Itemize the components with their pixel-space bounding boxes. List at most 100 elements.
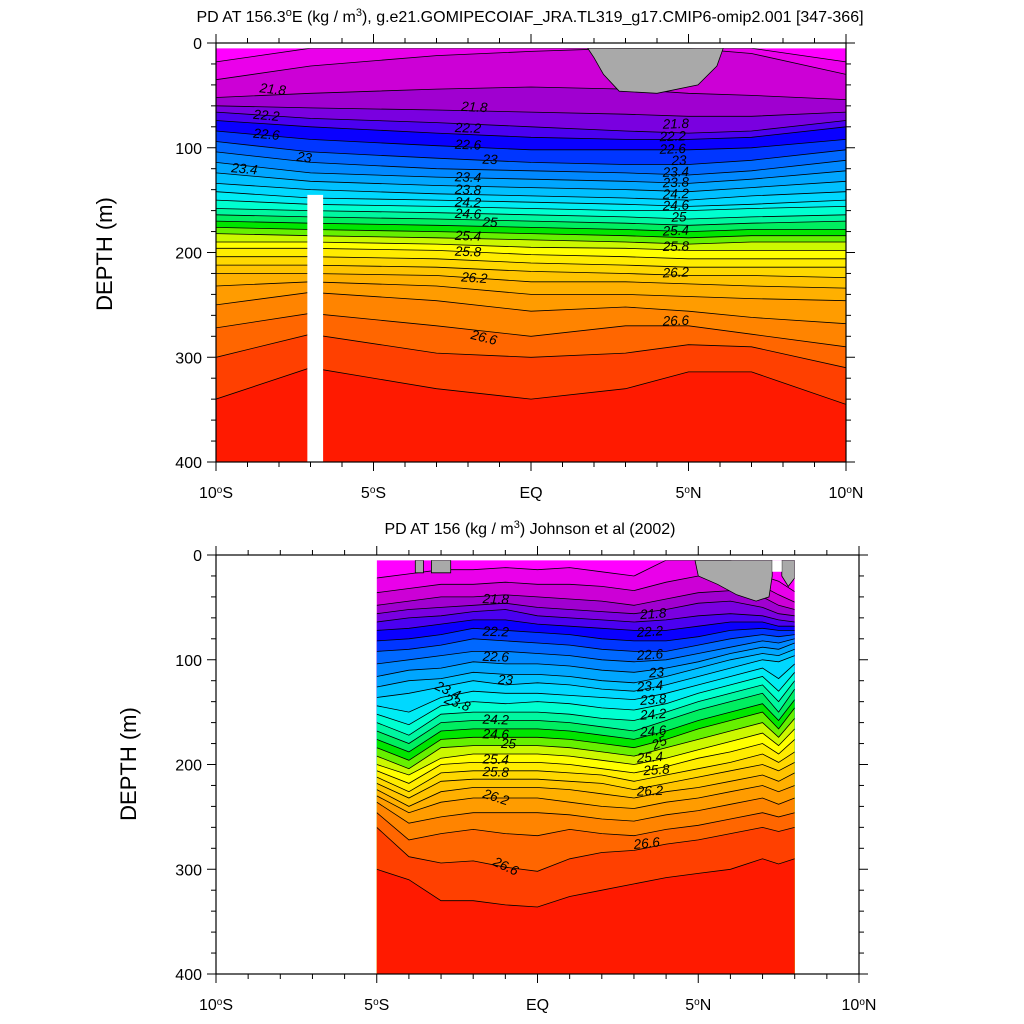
contour-line <box>376 826 795 872</box>
contour-line <box>216 273 846 289</box>
contour-label: 24.6 <box>639 723 668 740</box>
y-tick-label: 0 <box>193 36 202 53</box>
contour-label: 25.4 <box>635 749 663 766</box>
land-patch-east <box>781 560 795 588</box>
contour-line <box>216 281 846 302</box>
contour-line <box>216 241 846 251</box>
contour-line <box>216 141 846 165</box>
contour-label: 23.4 <box>661 164 689 180</box>
x-tick-label: EQ <box>526 997 549 1014</box>
contour-label: 21.8 <box>481 591 509 607</box>
contour-line <box>376 609 795 623</box>
contour-line <box>216 151 846 176</box>
x-tick-label: EQ <box>519 485 542 502</box>
contour-line <box>216 220 846 233</box>
contour-label: 22.2 <box>481 624 509 640</box>
contour-line <box>216 86 846 100</box>
contour-line <box>376 858 795 908</box>
contour-label: 22.2 <box>658 128 686 144</box>
contour-label: 22.2 <box>252 107 281 124</box>
missing-data-gap <box>772 560 782 572</box>
y-tick-label: 400 <box>175 967 202 984</box>
contour-label: 26.2 <box>661 265 689 281</box>
contour-label: 22.2 <box>635 623 664 640</box>
contour-label: 21.8 <box>460 99 489 115</box>
contour-label: 26.6 <box>632 834 661 852</box>
contour-label: 23 <box>647 664 665 680</box>
plot-area: 21.821.821.822.222.222.222.622.6 22.623 23… <box>175 34 863 502</box>
contour-label: 23.8 <box>454 182 482 198</box>
panel-model: PD AT 156.3oE (kg / m3), g.e21.GOMIPECOI… <box>92 7 864 502</box>
contour-line <box>216 312 846 348</box>
contour-label: 23.4 <box>635 678 663 695</box>
contour-line <box>376 707 795 761</box>
contour-line <box>216 333 846 369</box>
contour-line <box>376 688 795 744</box>
contour-label: 24.6 <box>454 206 482 222</box>
y-tick-label: 300 <box>175 862 202 879</box>
contour-label: 24.2 <box>481 712 509 728</box>
contour-label: 23 <box>295 149 313 166</box>
x-tick-label: 10oN <box>829 485 864 503</box>
land-patch <box>587 48 724 94</box>
panel-title: PD AT 156.3oE (kg / m3), g.e21.GOMIPECOI… <box>196 7 863 26</box>
contour-line <box>376 699 795 753</box>
contour-line <box>376 785 795 814</box>
contour-line <box>376 812 795 841</box>
contour-line <box>376 648 795 688</box>
contour-label: 26.6 <box>661 313 689 329</box>
contour-label: 22.6 <box>454 137 482 153</box>
y-tick-label: 100 <box>175 653 202 670</box>
contour-line <box>376 655 795 698</box>
x-tick-label: 10oN <box>842 997 877 1015</box>
contour-line <box>376 762 795 799</box>
contour-line <box>216 111 846 134</box>
contour-label: 26.2 <box>636 783 664 799</box>
contour-label: 23 <box>481 152 498 168</box>
missing-data-column <box>307 194 324 462</box>
y-axis: 0 100 200 300 400 <box>175 548 868 984</box>
x-tick-label: 5oN <box>685 997 711 1015</box>
contour-line <box>376 600 795 617</box>
y-tick-label: 100 <box>175 141 202 158</box>
contour-line <box>216 233 846 245</box>
contour-label: 25 <box>648 733 669 754</box>
contour-line <box>216 120 846 140</box>
x-tick-label: 5oN <box>675 485 701 503</box>
contour-line <box>376 663 795 713</box>
contour-line <box>216 191 846 207</box>
contour-label: 25.4 <box>661 223 689 239</box>
contour-line <box>216 130 846 151</box>
contour-label: 25.8 <box>662 239 690 254</box>
contour-label: 25 <box>670 209 687 225</box>
contour-line <box>376 634 795 652</box>
contour-label: 25.8 <box>481 764 509 780</box>
x-tick-label: 5oS <box>361 485 386 503</box>
x-tick-label: 10oS <box>199 997 233 1015</box>
contour-label: 22.6 <box>635 646 664 663</box>
contour-line <box>216 264 846 278</box>
contour-line <box>216 183 846 201</box>
contour-line <box>376 638 795 665</box>
x-tick-label: 10oS <box>199 485 233 503</box>
contour-line <box>216 291 846 325</box>
contour-label: 23 <box>497 672 514 688</box>
contour-label: 24.2 <box>661 186 689 202</box>
contour-label: 21.8 <box>661 116 689 132</box>
contour-line <box>376 619 795 631</box>
contour-line <box>376 680 795 736</box>
contour-line <box>216 162 846 184</box>
contour-line <box>376 642 795 677</box>
y-tick-label: 0 <box>193 548 202 565</box>
density-fill <box>216 48 846 463</box>
contour-line <box>376 797 795 824</box>
y-tick-label: 300 <box>175 350 202 367</box>
contour-label: 23 <box>670 153 687 169</box>
contour-line <box>216 48 846 81</box>
contour-line <box>216 172 846 193</box>
contour-label: 24.2 <box>454 194 482 210</box>
density-fill <box>376 560 795 974</box>
contour-line <box>376 728 795 776</box>
contour-label: 23.4 <box>454 169 482 185</box>
x-tick-label: 5oS <box>364 997 389 1015</box>
